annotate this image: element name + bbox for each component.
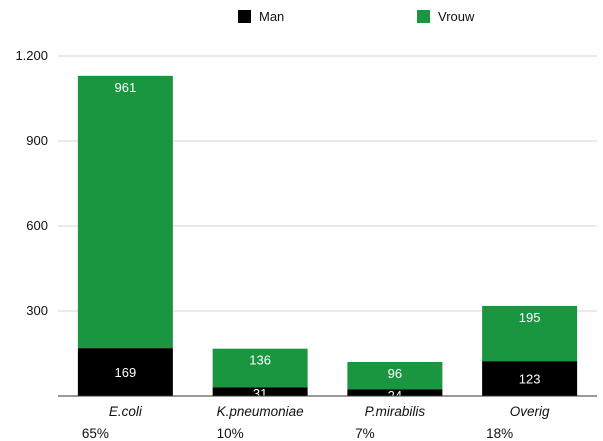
legend-label-vrouw: Vrouw xyxy=(438,9,475,24)
bar-segment-man xyxy=(212,387,308,396)
x-category-percentage: 65% xyxy=(82,426,109,441)
data-label-man: 169 xyxy=(115,365,137,380)
y-tick-label: 1.200 xyxy=(15,48,48,63)
x-category-label: K.pneumoniae xyxy=(217,404,304,419)
y-tick-label: 900 xyxy=(26,133,48,148)
data-label-vrouw: 96 xyxy=(388,366,402,381)
x-category-percentage: 7% xyxy=(355,426,375,441)
data-label-man: 123 xyxy=(519,372,541,387)
legend: Man Vrouw xyxy=(238,9,475,24)
x-category-label: P.mirabilis xyxy=(365,404,426,419)
legend-swatch-vrouw xyxy=(417,10,430,23)
bar-segment-vrouw xyxy=(77,75,173,349)
data-label-vrouw: 195 xyxy=(519,310,541,325)
data-label-vrouw: 961 xyxy=(115,80,137,95)
data-label-man: 31 xyxy=(253,386,267,401)
bar-segment-vrouw xyxy=(347,362,443,390)
legend-swatch-man xyxy=(238,10,251,23)
x-category-label: E.coli xyxy=(109,404,143,419)
y-tick-label: 300 xyxy=(26,303,48,318)
bar-segment-man xyxy=(482,361,578,396)
data-label-vrouw: 136 xyxy=(249,353,271,368)
x-category-percentage: 18% xyxy=(486,426,513,441)
bar-segment-vrouw xyxy=(212,348,308,388)
y-tick-label: 600 xyxy=(26,218,48,233)
x-category-percentage: 10% xyxy=(217,426,244,441)
legend-label-man: Man xyxy=(259,9,284,24)
x-category-label: Overig xyxy=(510,404,550,419)
bar-segment-man xyxy=(77,348,173,396)
bar-segment-vrouw xyxy=(482,305,578,362)
y-axis: 300 600 900 1.200 xyxy=(15,48,48,318)
bar-segment-man xyxy=(347,389,443,396)
